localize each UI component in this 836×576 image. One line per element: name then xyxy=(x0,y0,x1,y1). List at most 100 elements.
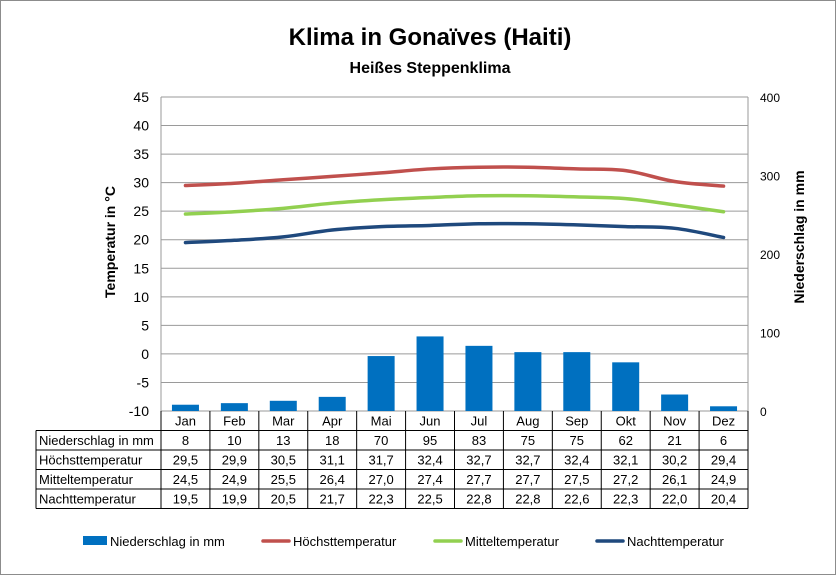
bar-feb xyxy=(220,403,248,411)
table-cell: 18 xyxy=(325,433,339,448)
right-tick-label: 0 xyxy=(760,405,767,419)
table-month-apr: Apr xyxy=(322,414,343,429)
table-cell: 26,1 xyxy=(662,472,687,487)
line-höchsttemperatur xyxy=(183,165,726,188)
table-cell: 27,0 xyxy=(368,472,393,487)
table-month-aug: Aug xyxy=(516,414,539,429)
table-month-dez: Dez xyxy=(712,414,735,429)
left-tick-label: 40 xyxy=(133,118,149,134)
table-month-mai: Mai xyxy=(371,414,392,429)
data-table: Jan Feb Mar Apr Mai Jun Jul Aug Sep Okt Nov Dez Nied… xyxy=(35,411,749,509)
table-cell: 22,6 xyxy=(564,492,589,507)
chart-subtitle: Heißes Steppenklima xyxy=(350,60,511,77)
right-axis-title: Niederschlag in mm xyxy=(791,170,807,303)
table-cell: 24,9 xyxy=(222,472,247,487)
table-cell: 22,3 xyxy=(368,492,393,507)
right-tick-label: 400 xyxy=(760,91,780,105)
bar-apr xyxy=(318,396,346,411)
gridlines xyxy=(160,96,749,412)
table-cell: 26,4 xyxy=(320,472,345,487)
bar-okt xyxy=(612,362,640,411)
left-tick-label: 10 xyxy=(133,289,149,305)
table-month-nov: Nov xyxy=(663,414,687,429)
table-cell: 27,4 xyxy=(417,472,442,487)
line-nachttemperatur xyxy=(183,221,726,245)
left-tick-label: 0 xyxy=(141,346,149,362)
table-cell: 27,7 xyxy=(466,472,491,487)
table-cell: 24,5 xyxy=(173,472,198,487)
precipitation-bars xyxy=(171,336,738,411)
bar-jul xyxy=(465,345,493,411)
right-tick-label: 300 xyxy=(760,170,780,184)
table-cell: 70 xyxy=(374,433,388,448)
table-month-jul: Jul xyxy=(471,414,488,429)
table-cell: 25,5 xyxy=(271,472,296,487)
table-cell: 24,9 xyxy=(711,472,736,487)
left-tick-label: 45 xyxy=(133,89,149,105)
left-tick-label: -5 xyxy=(137,374,150,390)
right-tick-label: 100 xyxy=(760,327,780,341)
left-tick-label: 25 xyxy=(133,203,149,219)
right-tick-label: 200 xyxy=(760,248,780,262)
table-cell: 19,9 xyxy=(222,492,247,507)
left-tick-label: -10 xyxy=(129,403,149,419)
table-cell: 8 xyxy=(182,433,189,448)
table-month-feb: Feb xyxy=(223,414,245,429)
table-cell: 21,7 xyxy=(320,492,345,507)
legend-swatch-bar xyxy=(83,536,107,545)
table-cell: 75 xyxy=(521,433,535,448)
table-cell: 62 xyxy=(618,433,632,448)
left-axis-ticks: -10 -5 0 5 10 15 20 25 30 35 40 45 xyxy=(129,89,149,419)
table-month-jan: Jan xyxy=(175,414,196,429)
table-cell: 29,5 xyxy=(173,453,198,468)
table-row-label: Höchsttemperatur xyxy=(39,453,143,468)
legend-label: Höchsttemperatur xyxy=(293,534,397,549)
legend-label: Niederschlag in mm xyxy=(110,534,225,549)
left-axis-title: Temperatur in °C xyxy=(102,186,118,298)
table-cell: 32,4 xyxy=(564,453,589,468)
temperature-lines xyxy=(183,165,726,245)
table-cell: 21 xyxy=(667,433,681,448)
table-cell: 10 xyxy=(227,433,241,448)
table-cell: 75 xyxy=(570,433,584,448)
right-axis-ticks: 0 100 200 300 400 xyxy=(760,91,780,419)
bar-mai xyxy=(367,356,395,411)
bar-dez xyxy=(710,406,738,411)
table-cell: 13 xyxy=(276,433,290,448)
table-cell: 27,2 xyxy=(613,472,638,487)
table-cell: 30,5 xyxy=(271,453,296,468)
left-tick-label: 15 xyxy=(133,260,149,276)
table-cell: 19,5 xyxy=(173,492,198,507)
table-month-sep: Sep xyxy=(565,414,588,429)
table-cell: 20,5 xyxy=(271,492,296,507)
table-cell: 22,8 xyxy=(515,492,540,507)
table-month-mar: Mar xyxy=(272,414,295,429)
table-month-jun: Jun xyxy=(420,414,441,429)
table-cell: 32,1 xyxy=(613,453,638,468)
line-mitteltemperatur xyxy=(183,193,726,216)
table-cell: 32,7 xyxy=(466,453,491,468)
table-row-label: Nachttemperatur xyxy=(39,492,136,507)
bar-sep xyxy=(563,352,591,411)
table-cell: 22,5 xyxy=(417,492,442,507)
table-cell: 6 xyxy=(720,433,727,448)
left-tick-label: 35 xyxy=(133,146,149,162)
table-cell: 30,2 xyxy=(662,453,687,468)
table-cell: 29,4 xyxy=(711,453,736,468)
table-cell: 20,4 xyxy=(711,492,736,507)
table-row-label: Mitteltemperatur xyxy=(39,472,134,487)
table-cell: 29,9 xyxy=(222,453,247,468)
bar-jun xyxy=(416,336,444,411)
table-cell: 27,7 xyxy=(515,472,540,487)
legend: Niederschlag in mm Höchsttemperatur Mittel… xyxy=(83,534,724,549)
left-tick-label: 30 xyxy=(133,175,149,191)
bar-aug xyxy=(514,352,542,411)
table-cell: 22,8 xyxy=(466,492,491,507)
table-cell: 32,4 xyxy=(417,453,442,468)
table-cell: 32,7 xyxy=(515,453,540,468)
table-cell: 27,5 xyxy=(564,472,589,487)
bar-nov xyxy=(661,394,689,411)
left-tick-label: 20 xyxy=(133,232,149,248)
